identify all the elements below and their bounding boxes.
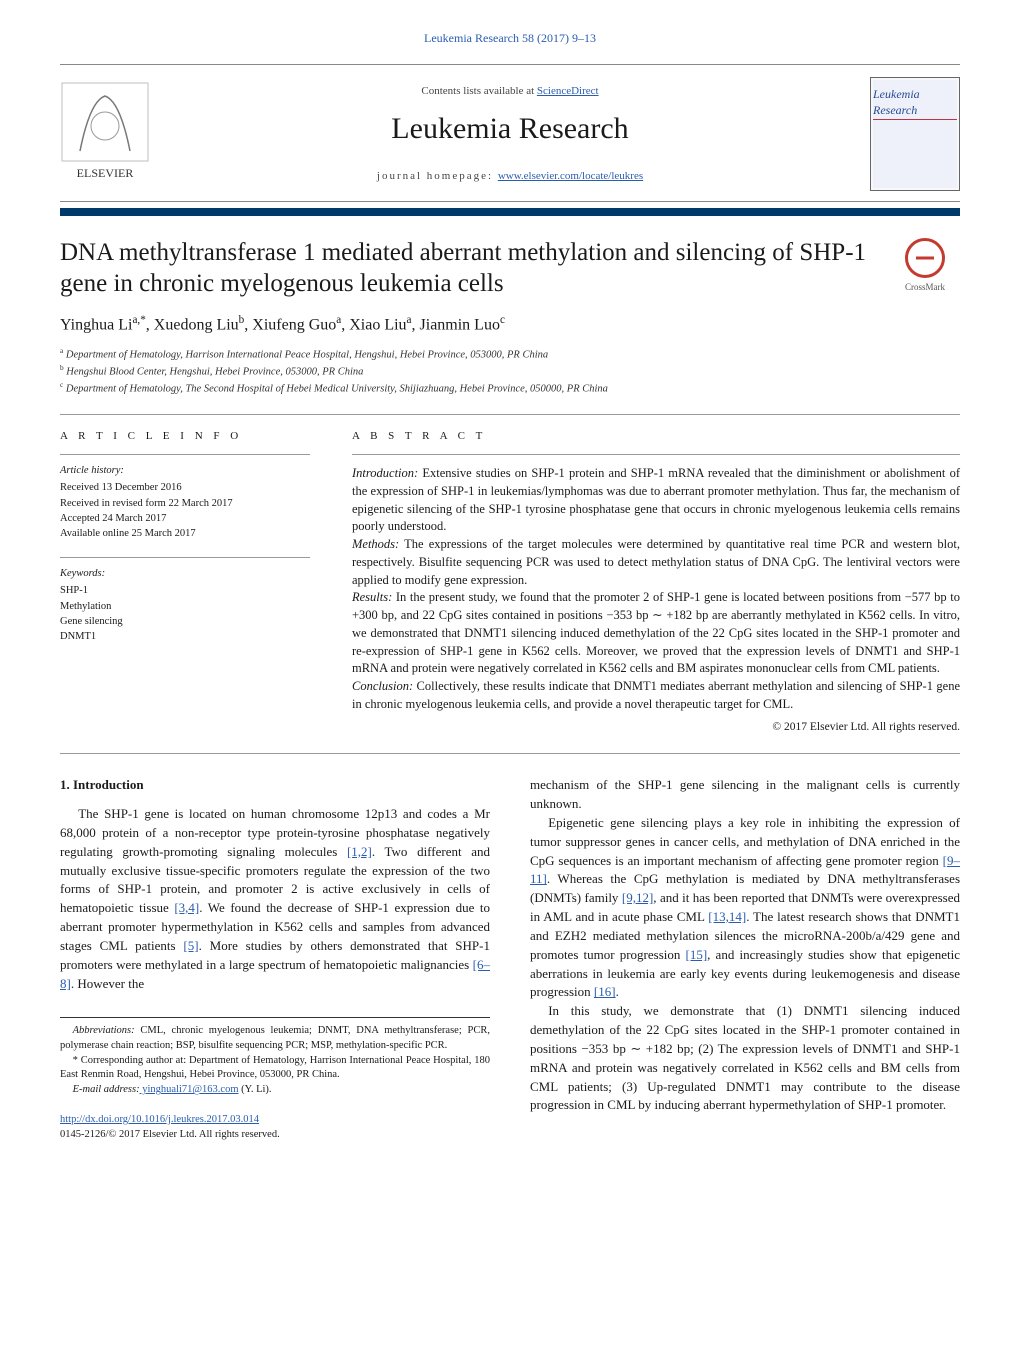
aff-text: Department of Hematology, Harrison Inter…: [66, 350, 548, 361]
abs-results: In the present study, we found that the …: [352, 590, 960, 675]
authors: Yinghua Lia,*, Xuedong Liub, Xiufeng Guo…: [60, 313, 870, 336]
history-label: Article history:: [60, 463, 310, 478]
homepage-link[interactable]: www.elsevier.com/locate/leukres: [498, 170, 643, 182]
doi-link[interactable]: http://dx.doi.org/10.1016/j.leukres.2017…: [60, 1114, 259, 1125]
keyword: Methylation: [60, 599, 310, 614]
body-para: Epigenetic gene silencing plays a key ro…: [530, 814, 960, 1002]
abs-intro: Extensive studies on SHP-1 protein and S…: [352, 466, 960, 533]
citation-link[interactable]: [16]: [594, 984, 616, 999]
crossmark-badge[interactable]: CrossMark: [890, 238, 960, 396]
body-para: In this study, we demonstrate that (1) D…: [530, 1002, 960, 1115]
article-info-header: a r t i c l e i n f o: [60, 429, 310, 444]
history-line: Received 13 December 2016: [60, 480, 310, 495]
citation-link[interactable]: [15]: [686, 947, 708, 962]
homepage-line: journal homepage: www.elsevier.com/locat…: [150, 169, 870, 184]
info-abstract-row: a r t i c l e i n f o Article history: R…: [60, 429, 960, 735]
masthead-center: Contents lists available at ScienceDirec…: [150, 84, 870, 184]
corresponding-footnote: * Corresponding author at: Department of…: [60, 1054, 490, 1083]
affiliation-b: b Hengshui Blood Center, Hengshui, Hebei…: [60, 363, 870, 380]
body-col-left: 1. Introduction The SHP-1 gene is locate…: [60, 776, 490, 1142]
body-para: The SHP-1 gene is located on human chrom…: [60, 805, 490, 993]
body-text: Epigenetic gene silencing plays a key ro…: [530, 815, 960, 868]
article-title: DNA methyltransferase 1 mediated aberran…: [60, 238, 870, 299]
article-header: DNA methyltransferase 1 mediated aberran…: [60, 238, 960, 396]
citation-link[interactable]: [1,2]: [347, 844, 372, 859]
citation-link[interactable]: [3,4]: [174, 900, 199, 915]
abs-rule: [352, 454, 960, 455]
info-rule: [60, 454, 310, 455]
abs-intro-label: Introduction:: [352, 466, 418, 480]
article-info-col: a r t i c l e i n f o Article history: R…: [60, 429, 310, 735]
body-para: mechanism of the SHP-1 gene silencing in…: [530, 776, 960, 814]
body-text: .: [616, 984, 619, 999]
citation-link[interactable]: [13,14]: [708, 909, 746, 924]
abs-results-label: Results:: [352, 590, 392, 604]
issn-copyright: 0145-2126/© 2017 Elsevier Ltd. All right…: [60, 1129, 280, 1140]
masthead: ELSEVIER Contents lists available at Sci…: [60, 64, 960, 202]
article-history: Article history: Received 13 December 20…: [60, 463, 310, 541]
history-line: Received in revised form 22 March 2017: [60, 496, 310, 511]
title-bar: [60, 208, 960, 216]
footnotes: Abbreviations: CML, chronic myelogenous …: [60, 1017, 490, 1097]
abs-conclusion: Collectively, these results indicate tha…: [352, 679, 960, 711]
citation-link[interactable]: [9,12]: [622, 890, 653, 905]
journal-cover-thumb: Leukemia Research: [870, 77, 960, 191]
abstract-col: a b s t r a c t Introduction: Extensive …: [352, 429, 960, 735]
journal-reference: Leukemia Research 58 (2017) 9–13: [60, 30, 960, 46]
homepage-prefix: journal homepage:: [377, 170, 498, 182]
contents-line: Contents lists available at ScienceDirec…: [150, 84, 870, 99]
abstract-header: a b s t r a c t: [352, 429, 960, 444]
keywords-block: Keywords: SHP-1 Methylation Gene silenci…: [60, 566, 310, 644]
body-col-right: mechanism of the SHP-1 gene silencing in…: [530, 776, 960, 1142]
affiliation-c: c Department of Hematology, The Second H…: [60, 380, 870, 397]
section-heading: 1. Introduction: [60, 776, 490, 795]
abs-methods-label: Methods:: [352, 537, 399, 551]
abbrev-footnote: Abbreviations: CML, chronic myelogenous …: [60, 1024, 490, 1053]
separator: [60, 753, 960, 754]
history-line: Accepted 24 March 2017: [60, 511, 310, 526]
abs-conclusion-label: Conclusion:: [352, 679, 413, 693]
crossmark-label: CrossMark: [905, 281, 945, 293]
journal-title: Leukemia Research: [150, 109, 870, 150]
abbrev-label: Abbreviations:: [73, 1025, 135, 1036]
doi-block: http://dx.doi.org/10.1016/j.leukres.2017…: [60, 1112, 490, 1142]
sciencedirect-link[interactable]: ScienceDirect: [537, 85, 599, 97]
abs-methods: The expressions of the target molecules …: [352, 537, 960, 587]
email-footnote: E-mail address: yinghuali71@163.com (Y. …: [60, 1083, 490, 1098]
email-label: E-mail address:: [73, 1084, 140, 1095]
abstract-copyright: © 2017 Elsevier Ltd. All rights reserved…: [352, 720, 960, 736]
contents-prefix: Contents lists available at: [421, 85, 536, 97]
abstract-body: Introduction: Extensive studies on SHP-1…: [352, 465, 960, 714]
email-suffix: (Y. Li).: [239, 1084, 272, 1095]
history-line: Available online 25 March 2017: [60, 526, 310, 541]
keywords-label: Keywords:: [60, 566, 310, 581]
separator: [60, 414, 960, 415]
keyword: SHP-1: [60, 583, 310, 598]
crossmark-icon: [905, 238, 945, 278]
citation-link[interactable]: [5]: [183, 938, 198, 953]
aff-text: Department of Hematology, The Second Hos…: [66, 383, 608, 394]
email-link[interactable]: yinghuali71@163.com: [140, 1084, 239, 1095]
body-text: . However the: [71, 976, 144, 991]
publisher-name: ELSEVIER: [77, 166, 134, 180]
publisher-logo: ELSEVIER: [60, 81, 150, 188]
affiliation-a: a Department of Hematology, Harrison Int…: [60, 346, 870, 363]
cover-title: Leukemia Research: [873, 86, 957, 119]
info-rule: [60, 557, 310, 558]
body-columns: 1. Introduction The SHP-1 gene is locate…: [60, 776, 960, 1142]
keyword: DNMT1: [60, 629, 310, 644]
keyword: Gene silencing: [60, 614, 310, 629]
aff-text: Hengshui Blood Center, Hengshui, Hebei P…: [66, 366, 363, 377]
